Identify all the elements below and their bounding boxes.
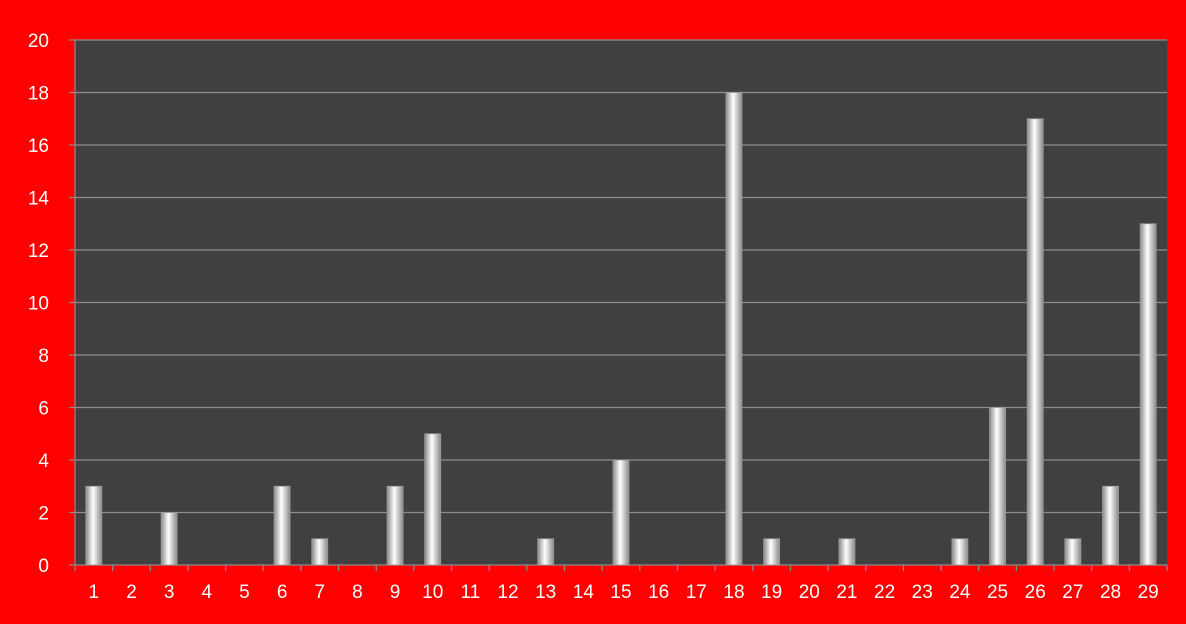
x-tick-label: 13 (535, 582, 556, 603)
x-tick-label: 11 (461, 582, 481, 603)
x-tick-label: 26 (1025, 582, 1046, 603)
x-tick-label: 5 (239, 582, 250, 603)
bar-18 (725, 92, 743, 566)
x-tick-label: 22 (874, 582, 895, 603)
x-tick-label: 21 (836, 582, 857, 603)
x-tick-labels: 1 2 3 4 5 6 7 8 9 10 11 12 13 14 15 16 17 18 19 20 21 22 23 24 2… (89, 582, 1159, 603)
bar-13 (537, 538, 555, 566)
x-tick-label: 20 (799, 582, 820, 603)
bar-9 (386, 485, 404, 566)
x-tick-label: 9 (390, 582, 401, 603)
bar-7 (311, 538, 329, 566)
x-tick-label: 2 (126, 582, 137, 603)
y-tick-label: 8 (38, 346, 49, 367)
x-tick-label: 18 (723, 582, 744, 603)
x-tick-label: 28 (1100, 582, 1121, 603)
y-tick-label: 6 (38, 399, 49, 420)
y-tick-label: 4 (38, 451, 49, 472)
y-tick-label: 16 (28, 136, 49, 157)
x-tick-label: 17 (686, 582, 707, 603)
x-tick-label: 29 (1138, 582, 1159, 603)
bar-19 (763, 538, 781, 566)
bar-21 (838, 538, 856, 566)
x-tick-label: 16 (648, 582, 669, 603)
y-tick-label: 14 (28, 189, 50, 210)
bar-3 (160, 512, 178, 566)
x-tick-label: 10 (422, 582, 443, 603)
x-tick-label: 1 (89, 582, 100, 603)
y-tick-label: 10 (28, 294, 49, 315)
x-tick-label: 7 (314, 582, 325, 603)
bar-24 (951, 538, 969, 566)
bar-27 (1064, 538, 1082, 566)
bar-1 (85, 485, 103, 566)
y-tick-label: 12 (28, 241, 49, 262)
y-tick-labels: 0 2 4 6 8 10 12 14 16 18 20 (28, 31, 50, 577)
x-tick-label: 3 (164, 582, 175, 603)
y-tick-label: 20 (28, 31, 49, 52)
x-tick-label: 12 (497, 582, 518, 603)
bar-28 (1102, 485, 1119, 566)
x-tick-label: 15 (610, 582, 631, 603)
bar-25 (989, 407, 1006, 566)
x-tick-label: 14 (573, 582, 595, 603)
x-tick-label: 4 (202, 582, 213, 603)
y-tick-label: 0 (38, 556, 49, 577)
x-tick-label: 25 (987, 582, 1008, 603)
x-tick-label: 19 (761, 582, 782, 603)
bar-26 (1026, 118, 1044, 566)
x-tick-label: 6 (277, 582, 288, 603)
y-tick-label: 18 (28, 84, 49, 105)
x-tick-label: 8 (352, 582, 363, 603)
bar-6 (273, 485, 291, 566)
y-tick-label: 2 (38, 504, 49, 525)
bar-15 (612, 459, 630, 566)
x-tick-label: 24 (949, 582, 971, 603)
x-tick-label: 27 (1062, 582, 1083, 603)
bars (85, 92, 1157, 566)
x-tick-label: 23 (912, 582, 933, 603)
bar-29 (1139, 223, 1157, 566)
bar-10 (424, 433, 442, 566)
